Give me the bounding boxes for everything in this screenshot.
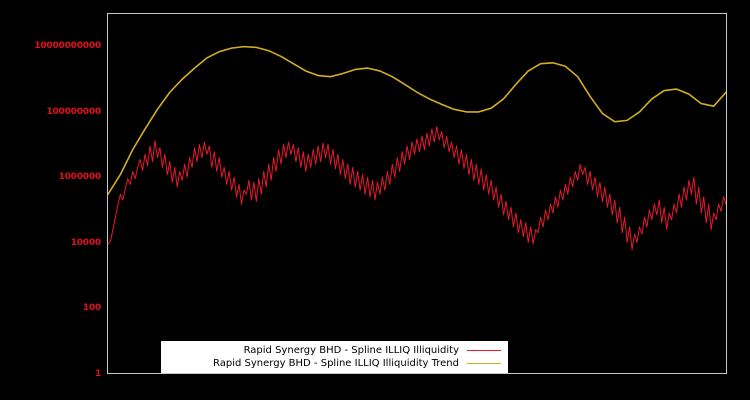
series-line-trend bbox=[108, 45, 726, 196]
plot-area bbox=[107, 13, 727, 374]
legend-line-swatch-trend bbox=[467, 363, 501, 364]
y-tick-label: 10000 bbox=[70, 237, 102, 248]
chart-legend[interactable]: Rapid Synergy BHD - Spline ILLIQ Illiqui… bbox=[161, 341, 508, 373]
plot-lines-svg bbox=[108, 45, 726, 251]
legend-label-trend: Rapid Synergy BHD - Spline ILLIQ Illiqui… bbox=[213, 358, 459, 369]
legend-line-swatch-series bbox=[467, 350, 501, 351]
y-tick-label: 100 bbox=[82, 303, 101, 314]
y-tick-label: 1 bbox=[94, 369, 101, 379]
y-tick-label: 10000000000 bbox=[34, 40, 101, 51]
legend-entry-series: Rapid Synergy BHD - Spline ILLIQ Illiqui… bbox=[166, 344, 503, 357]
series-line-illiquidity bbox=[108, 126, 726, 251]
legend-label-series: Rapid Synergy BHD - Spline ILLIQ Illiqui… bbox=[243, 345, 459, 356]
y-tick-label: 100000000 bbox=[46, 106, 101, 117]
y-axis-tick-labels: 1 100 10000 1000000 100000000 10000000000 bbox=[0, 0, 101, 400]
legend-entry-trend: Rapid Synergy BHD - Spline ILLIQ Illiqui… bbox=[166, 357, 503, 370]
y-tick-label: 1000000 bbox=[58, 172, 102, 183]
